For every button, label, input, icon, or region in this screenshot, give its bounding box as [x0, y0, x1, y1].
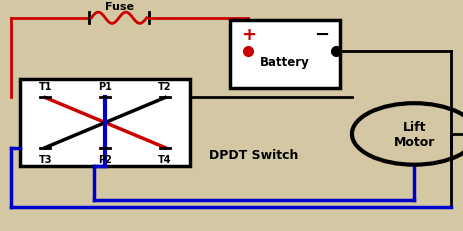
- Text: T3: T3: [38, 154, 52, 164]
- Text: Lift
Motor: Lift Motor: [393, 120, 434, 148]
- Text: DPDT Switch: DPDT Switch: [208, 148, 298, 161]
- Bar: [229, 21, 340, 89]
- Bar: [20, 80, 190, 166]
- Text: Battery: Battery: [260, 55, 309, 68]
- Text: −: −: [314, 26, 329, 43]
- Text: T4: T4: [158, 154, 171, 164]
- Text: T2: T2: [158, 82, 171, 92]
- Text: P2: P2: [98, 154, 112, 164]
- Text: T1: T1: [38, 82, 52, 92]
- Text: Fuse: Fuse: [104, 2, 133, 12]
- Text: P1: P1: [98, 82, 112, 92]
- Text: +: +: [240, 26, 255, 43]
